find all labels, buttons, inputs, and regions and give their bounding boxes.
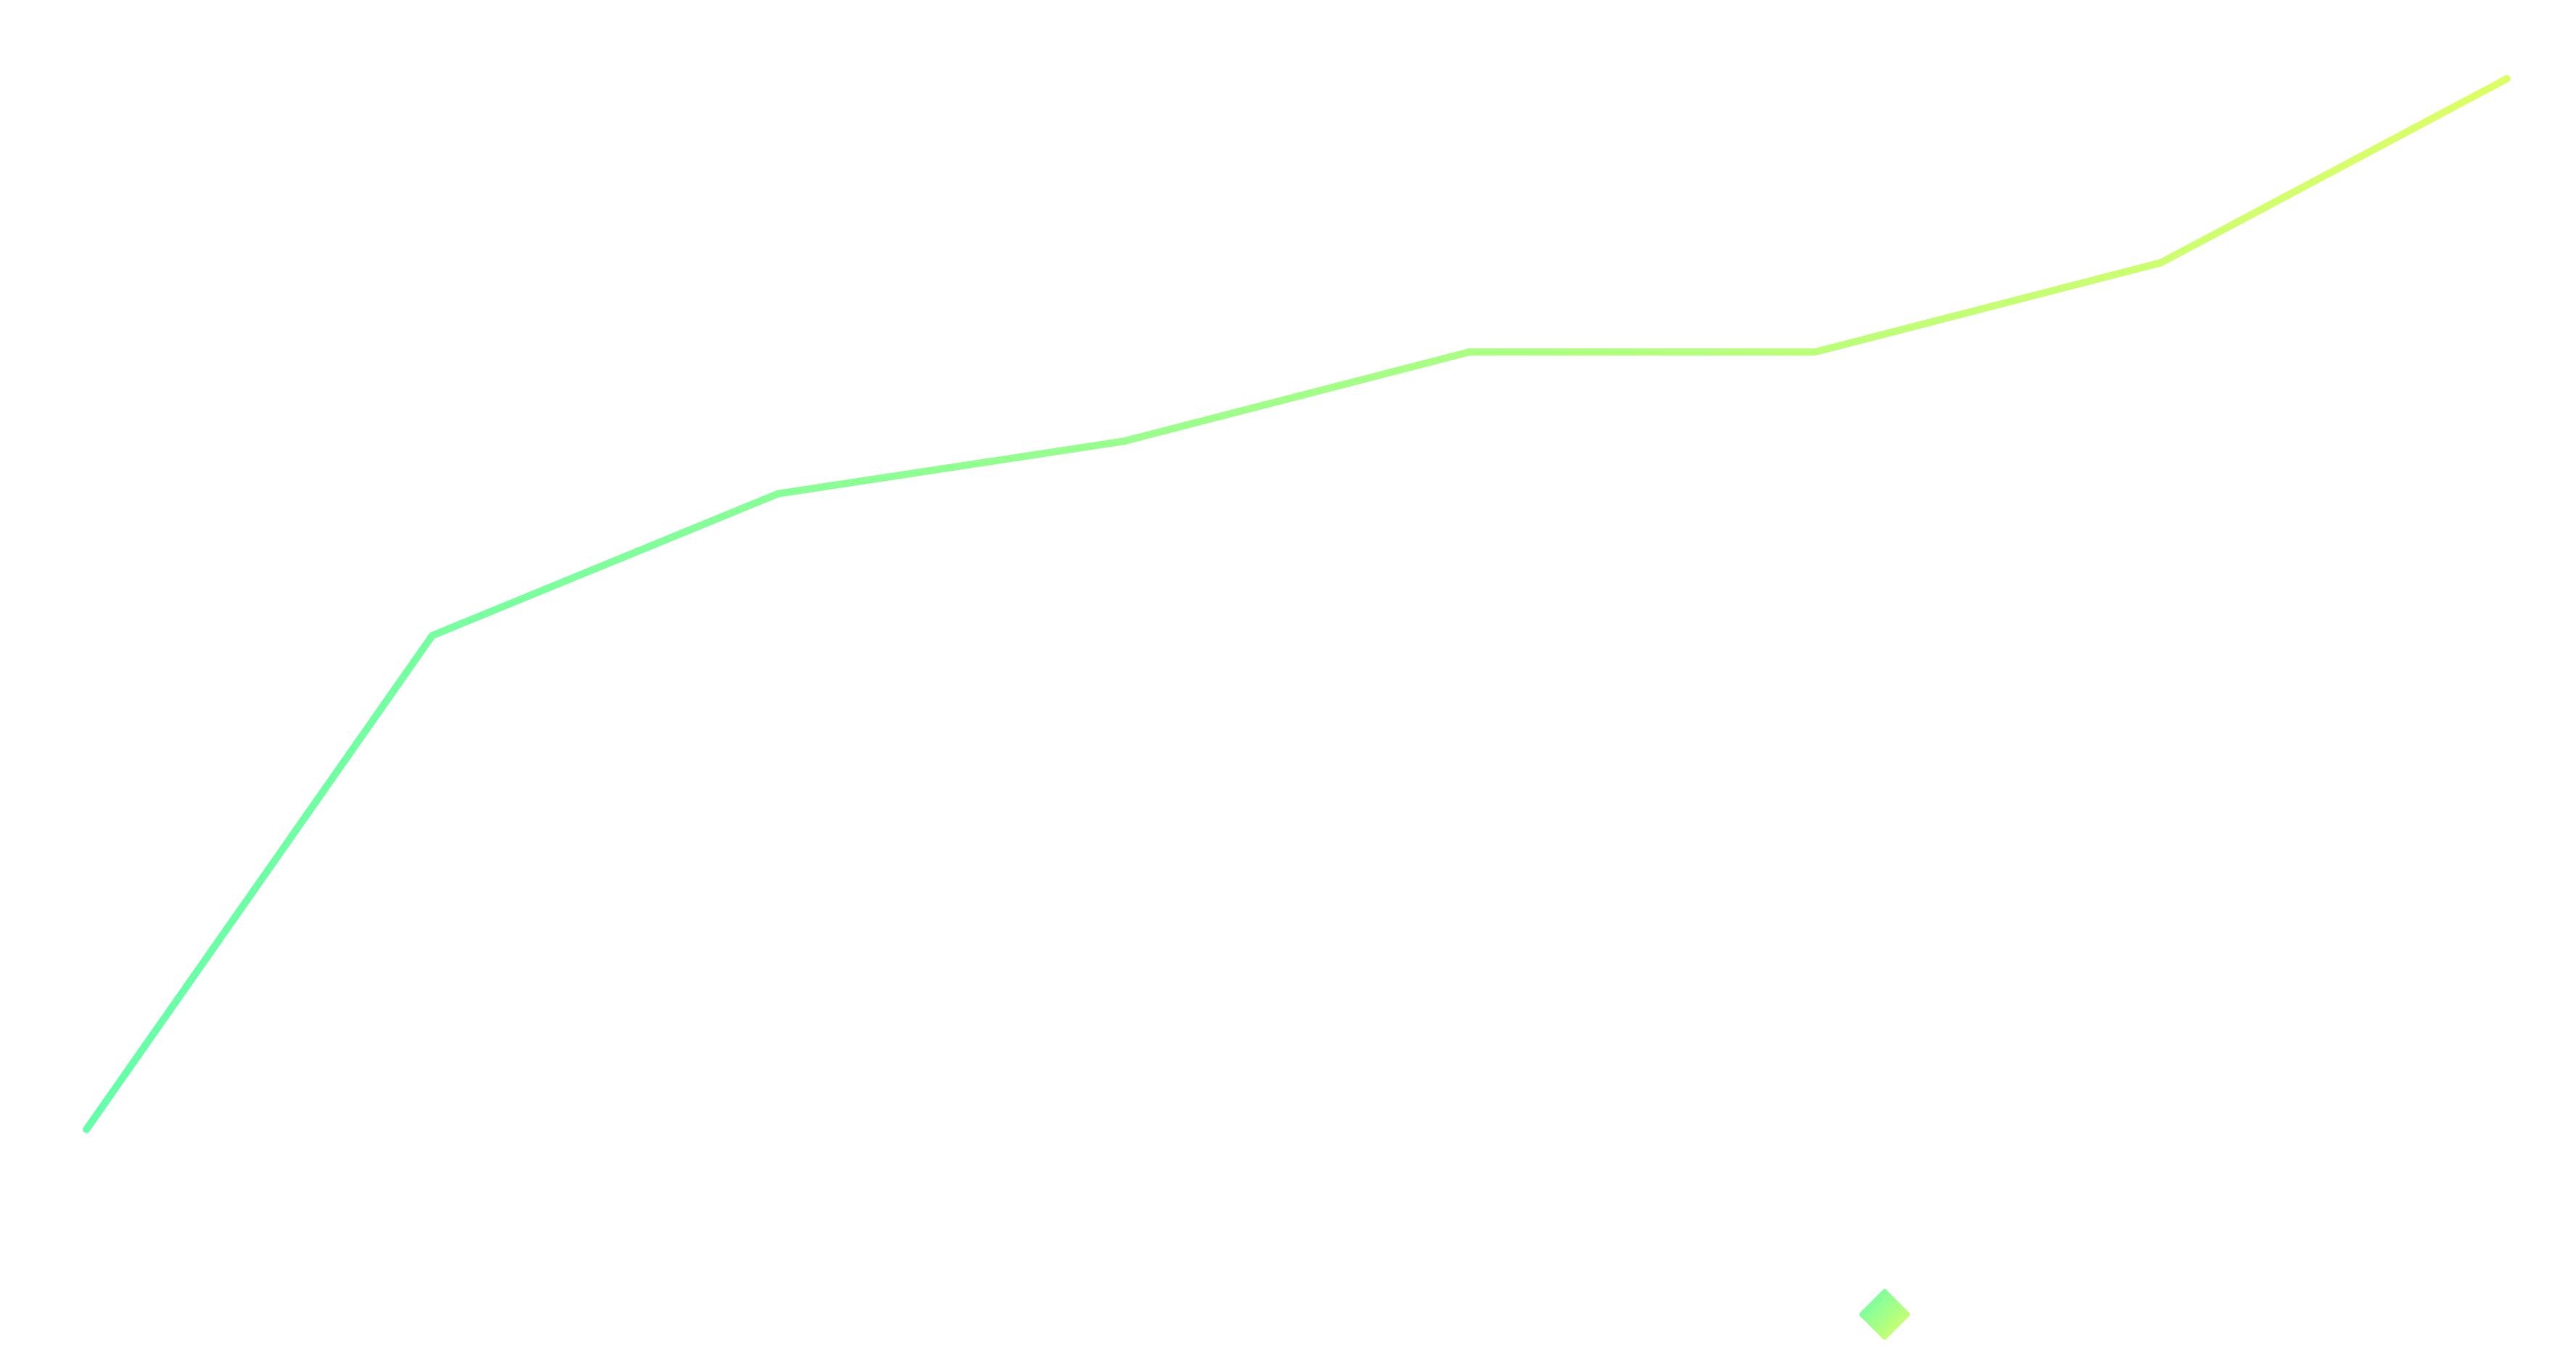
legend-marker-diamond (1859, 1289, 1910, 1340)
series-line (83, 75, 2511, 1133)
data-point (1811, 348, 1819, 356)
data-point (774, 490, 782, 498)
data-point (428, 632, 436, 640)
legend (1859, 1289, 1910, 1340)
data-point (83, 1125, 91, 1133)
data-point (1465, 348, 1473, 356)
data-point (1120, 437, 1128, 445)
data-point (2157, 259, 2165, 267)
data-point (2503, 75, 2511, 83)
plot-area (83, 75, 2511, 1133)
